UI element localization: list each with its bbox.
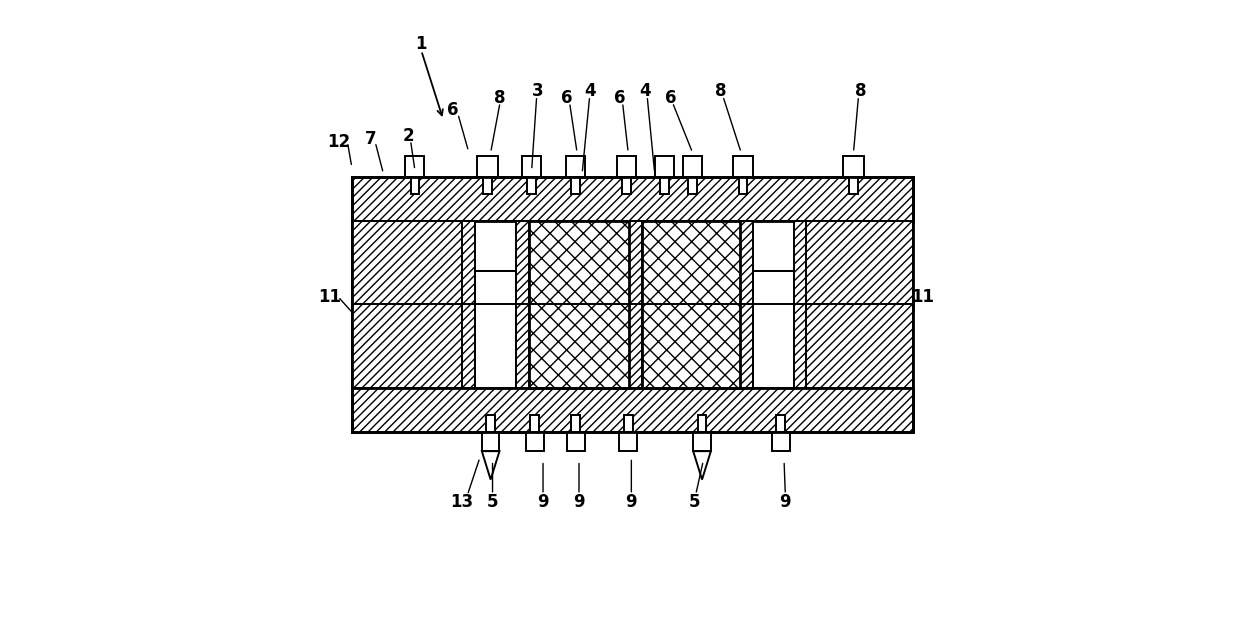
Text: 9: 9: [537, 493, 549, 510]
Bar: [477, 156, 497, 177]
Bar: [567, 156, 585, 177]
Bar: [527, 177, 536, 194]
Bar: [352, 177, 914, 432]
Bar: [463, 221, 475, 388]
Bar: [740, 221, 753, 388]
Text: 1: 1: [415, 35, 427, 53]
Bar: [522, 156, 541, 177]
Bar: [624, 415, 632, 432]
Bar: [739, 177, 748, 194]
Bar: [484, 177, 492, 194]
Bar: [698, 415, 707, 432]
Bar: [630, 221, 642, 388]
Bar: [660, 177, 668, 194]
Text: 11: 11: [319, 288, 341, 305]
Bar: [475, 271, 516, 388]
Bar: [352, 221, 463, 388]
Bar: [475, 271, 516, 388]
Bar: [753, 271, 794, 388]
Bar: [526, 432, 543, 451]
Bar: [622, 177, 631, 194]
Bar: [352, 388, 914, 432]
Bar: [619, 432, 637, 451]
Bar: [693, 432, 711, 451]
Polygon shape: [693, 451, 711, 480]
Text: 6: 6: [448, 102, 459, 119]
Text: 8: 8: [856, 83, 867, 100]
Bar: [849, 177, 858, 194]
Text: 6: 6: [614, 89, 626, 107]
Bar: [567, 432, 585, 451]
Text: 6: 6: [665, 89, 676, 107]
Bar: [753, 271, 794, 388]
Bar: [482, 432, 500, 451]
Text: 9: 9: [625, 493, 637, 510]
Bar: [688, 177, 697, 194]
Text: 5: 5: [688, 493, 701, 510]
Polygon shape: [482, 451, 500, 480]
Bar: [616, 156, 636, 177]
Bar: [843, 156, 863, 177]
Bar: [486, 415, 495, 432]
Bar: [352, 177, 914, 221]
Bar: [683, 156, 702, 177]
Text: 7: 7: [365, 130, 377, 148]
Text: 2: 2: [403, 127, 414, 144]
Text: 9: 9: [780, 493, 791, 510]
Bar: [572, 177, 580, 194]
Text: 8: 8: [715, 83, 727, 100]
Text: 4: 4: [640, 83, 651, 100]
Bar: [642, 221, 740, 388]
Text: 4: 4: [584, 83, 595, 100]
Bar: [776, 415, 785, 432]
Text: 8: 8: [495, 89, 506, 107]
Bar: [806, 221, 914, 388]
Bar: [531, 415, 539, 432]
Bar: [528, 221, 630, 388]
Bar: [572, 415, 580, 432]
Text: 11: 11: [911, 288, 935, 305]
Text: 5: 5: [487, 493, 498, 510]
Bar: [516, 221, 528, 388]
Text: 6: 6: [560, 89, 572, 107]
Bar: [405, 156, 424, 177]
Bar: [794, 221, 806, 388]
Text: 3: 3: [532, 83, 544, 100]
Text: 9: 9: [573, 493, 585, 510]
Bar: [655, 156, 673, 177]
Text: 13: 13: [450, 493, 474, 510]
Bar: [410, 177, 419, 194]
Bar: [733, 156, 753, 177]
Bar: [773, 432, 790, 451]
Text: 12: 12: [327, 133, 351, 151]
